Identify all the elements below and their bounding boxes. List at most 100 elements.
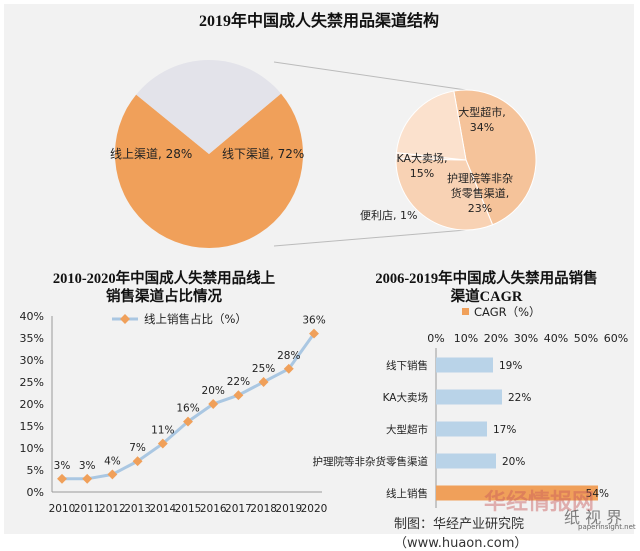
- line-point: [183, 416, 193, 427]
- subpie-label-nursing-2: 货零售渠道,: [451, 186, 510, 200]
- line-point: [309, 328, 319, 339]
- line-y-tick-label: 0%: [27, 486, 44, 499]
- line-y-tick-label: 30%: [20, 354, 44, 367]
- pie-slice-online: [136, 60, 282, 154]
- line-x-tick-label: 2020: [301, 503, 328, 515]
- bar-category-label: 护理院等非杂货零售渠道: [313, 455, 429, 468]
- line-y-tick-label: 10%: [20, 442, 44, 455]
- line-value-label: 22%: [227, 376, 250, 388]
- bar-chart: CAGR（%） 0% 10% 20% 30% 40% 50% 60% 线下销售 KA大卖场大型…: [313, 305, 628, 508]
- line-legend-label: 线上销售占比（%）: [144, 312, 247, 326]
- line-value-label: 7%: [129, 442, 146, 454]
- line-value-label: 36%: [302, 315, 325, 327]
- line-legend: 线上销售占比（%）: [112, 312, 247, 326]
- line-title-1: 2010-2020年中国成人失禁用品线上: [52, 271, 276, 287]
- line-x-tick-label: 2016: [200, 503, 227, 515]
- line-value-label: 11%: [151, 425, 174, 437]
- bar-category-label: 大型超市: [386, 423, 428, 436]
- line-x-tick-label: 2011: [74, 503, 101, 515]
- bar-x-tick-label: 60%: [604, 332, 628, 345]
- bar-category-label: 线下销售: [386, 359, 428, 372]
- line-value-label: 20%: [202, 385, 225, 397]
- subpie-slice-ka: [395, 90, 467, 161]
- pie-slice-offline: [115, 93, 304, 249]
- line-value-label: 28%: [277, 350, 300, 362]
- line-y-tick-label: 35%: [20, 332, 44, 345]
- bar-values: 19% 22% 17% 20% 54%: [493, 360, 609, 500]
- line-y-tick-label: 15%: [20, 420, 44, 433]
- line-x-tick-label: 2010: [49, 503, 76, 515]
- bar-x-ticks: 0% 10% 20% 30% 40% 50% 60%: [427, 332, 628, 345]
- connector-line-bottom: [273, 229, 467, 247]
- line-x-tick-label: 2018: [250, 503, 277, 515]
- line-y-ticks: 0% 5% 10% 15% 20% 25% 30% 35% 40%: [20, 310, 44, 499]
- pie-chart: 线下渠道, 72% 线上渠道, 28% 大型超市, 34% 护理院等非杂 货零售…: [110, 60, 537, 249]
- bar-title-1: 2006-2019年中国成人失禁用品销售: [375, 271, 598, 287]
- line-point: [233, 390, 244, 401]
- bar-value-label: 20%: [502, 456, 525, 468]
- bar: [436, 485, 598, 501]
- line-x-tick-label: 2019: [275, 503, 302, 515]
- bar-legend-swatch: [462, 308, 469, 315]
- bar-value-label: 19%: [499, 360, 522, 372]
- bar-value-label: 22%: [508, 392, 531, 404]
- bar-x-tick-label: 40%: [544, 332, 568, 345]
- line-point: [132, 456, 143, 467]
- line-y-tick-label: 25%: [20, 376, 44, 389]
- line-value-label: 16%: [176, 403, 199, 415]
- line-point: [258, 377, 269, 387]
- line-title-2: 销售渠道占比情况: [106, 289, 222, 305]
- subpie-label-ka: KA大卖场,: [396, 151, 447, 165]
- pie-label-offline: 线下渠道, 72%: [222, 147, 304, 161]
- subpie-label-supermarket: 大型超市,: [458, 105, 506, 119]
- bar-value-label: 17%: [493, 424, 516, 436]
- bar-category-label: KA大卖场: [383, 391, 428, 404]
- line-points: 3% 3% 4% 7% 11%16%20%22%25%28% 36%: [54, 315, 326, 484]
- line-point: [283, 363, 294, 374]
- subpie-value-nursing: 23%: [468, 202, 492, 215]
- bar-x-tick-label: 0%: [427, 332, 444, 345]
- line-value-label: 3%: [79, 460, 96, 472]
- figure: 2019年中国成人失禁用品渠道结构 线下渠道, 72% 线上渠道, 28% 大型…: [4, 4, 636, 551]
- watermark-zhishijie: 纸 视 界: [564, 508, 623, 527]
- line-x-ticks: 2010201120122013201420152016201720182019…: [49, 503, 328, 515]
- line-value-label: 25%: [252, 363, 275, 375]
- line-value-label: 4%: [104, 455, 121, 467]
- subpie-value-supermarket: 34%: [470, 121, 494, 134]
- line-y-tick-label: 5%: [27, 464, 44, 477]
- line-x-tick-label: 2014: [149, 503, 176, 515]
- line-x-tick-label: 2015: [175, 503, 202, 515]
- bar-value-label: 54%: [586, 488, 609, 500]
- line-point: [157, 438, 168, 449]
- bar-x-tick-label: 10%: [454, 332, 478, 345]
- bar-legend: CAGR（%）: [462, 305, 541, 319]
- line-y-tick-label: 20%: [20, 398, 44, 411]
- watermark-huajing: 华经情报网: [484, 490, 595, 515]
- bar-legend-label: CAGR（%）: [474, 305, 541, 319]
- line-x-tick-label: 2013: [124, 503, 151, 515]
- pie-title: 2019年中国成人失禁用品渠道结构: [198, 13, 439, 30]
- bar: [436, 453, 496, 469]
- subpie-label-convenience: 便利店, 1%: [360, 208, 417, 222]
- bar-x-tick-label: 30%: [514, 332, 538, 345]
- line-chart: 线上销售占比（%） 0% 5% 10% 15% 20% 25% 30% 35% 40% 2010…: [20, 310, 328, 515]
- bar: [436, 389, 502, 405]
- bar-category-label: 线上销售: [386, 487, 428, 500]
- watermark-site: paperinsight.net: [578, 523, 636, 531]
- subpie-label-nursing-1: 护理院等非杂: [447, 171, 513, 185]
- subpie-value-ka: 15%: [410, 167, 434, 180]
- bar-title-2: 渠道CAGR: [450, 289, 523, 305]
- bar-bars: [436, 357, 598, 501]
- subpie-slice-supermarket: [453, 89, 537, 226]
- bar-x-tick-label: 50%: [574, 332, 598, 345]
- connector-line-top: [273, 61, 467, 91]
- line-y-tick-label: 40%: [20, 310, 44, 323]
- bar: [436, 421, 487, 437]
- line-point: [208, 399, 219, 409]
- bar-x-tick-label: 20%: [484, 332, 508, 345]
- pie-label-online: 线上渠道, 28%: [110, 147, 192, 161]
- line-value-label: 3%: [54, 460, 71, 472]
- subpie-slice-nursing: [395, 158, 494, 231]
- line-x-tick-label: 2012: [99, 503, 126, 515]
